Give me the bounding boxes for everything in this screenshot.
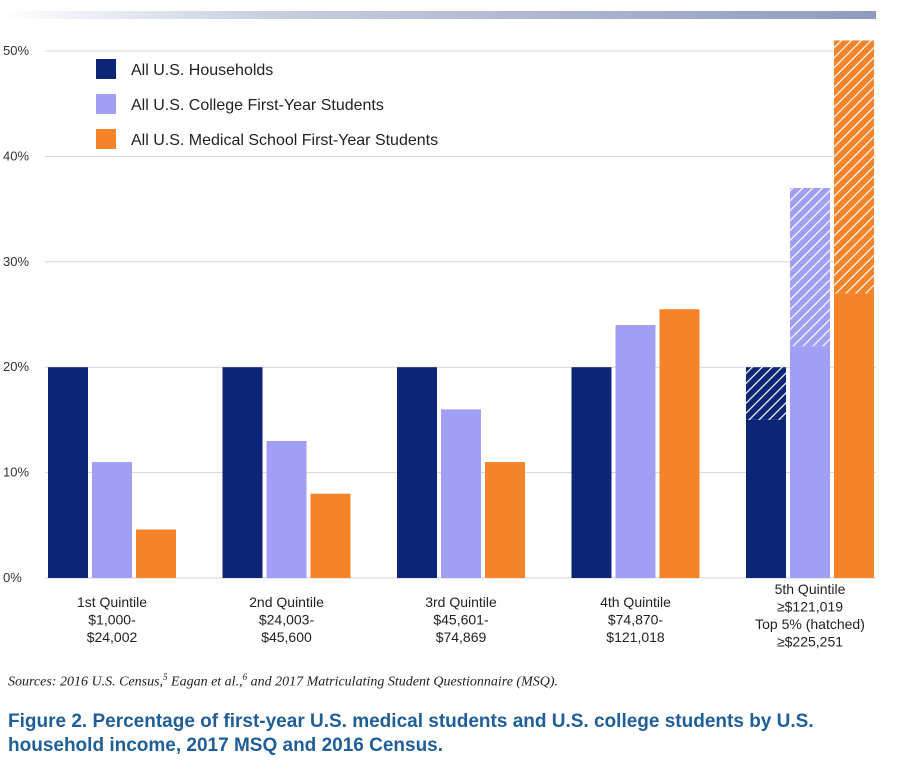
bar-college-q2 bbox=[266, 440, 307, 578]
y-tick-label: 50% bbox=[3, 43, 29, 58]
bar-medical-top5-hatched bbox=[834, 40, 874, 294]
bar-households-q4 bbox=[571, 367, 612, 578]
figure-caption: Figure 2. Percentage of first-year U.S. … bbox=[8, 711, 814, 756]
sources-text-1: Sources: 2016 U.S. Census, bbox=[8, 674, 164, 690]
bar-college-q4 bbox=[615, 325, 656, 578]
sources-footnote-6: 6 bbox=[242, 672, 248, 682]
bar-medical-q4 bbox=[659, 309, 700, 578]
category-label-q5: 5th Quintile ≥$121,019 Top 5% (hatched) ≥$2… bbox=[755, 581, 865, 650]
bar-medical-q5 bbox=[834, 293, 874, 578]
bar-medical-q2 bbox=[310, 493, 351, 578]
bar-households-q1 bbox=[48, 367, 88, 578]
category-label-q4: 4th Quintile $74,870-$121,018 bbox=[600, 594, 671, 645]
legend-swatch-households bbox=[96, 59, 116, 79]
bar-college-q1 bbox=[92, 462, 132, 578]
legend-swatch-college bbox=[96, 94, 116, 114]
bar-households-q5 bbox=[746, 419, 786, 578]
y-tick-label: 20% bbox=[3, 359, 29, 374]
bar-medical-q3 bbox=[485, 462, 525, 578]
sources-text-2: Eagan et al., bbox=[167, 674, 243, 690]
y-tick-label: 40% bbox=[3, 148, 29, 163]
sources-footnote-5: 5 bbox=[163, 672, 168, 682]
category-label-q2: 2nd Quintile $24,003-$45,600 bbox=[249, 594, 324, 645]
bar-households-top5-hatched bbox=[746, 367, 786, 420]
sources-note: Sources: 2016 U.S. Census,5 Eagan et al.… bbox=[8, 672, 558, 691]
bar-households-q3 bbox=[397, 367, 437, 578]
y-tick-label: 30% bbox=[3, 254, 29, 269]
bar-households-q2 bbox=[222, 367, 263, 578]
legend-label-households: All U.S. Households bbox=[131, 62, 273, 79]
bar-college-top5-hatched bbox=[790, 188, 830, 347]
sources-text-3: and 2017 Matriculating Student Questionn… bbox=[247, 674, 559, 690]
category-label-q1: 1st Quintile $1,000-$24,002 bbox=[77, 594, 147, 645]
y-tick-label: 0% bbox=[3, 570, 22, 585]
y-tick-label: 10% bbox=[3, 465, 29, 480]
bar-medical-q1 bbox=[136, 529, 176, 578]
legend-label-college: All U.S. College First-Year Students bbox=[131, 97, 384, 114]
bar-college-q5 bbox=[790, 346, 830, 578]
header-gradient-bar bbox=[0, 11, 876, 19]
legend-swatch-medical bbox=[96, 129, 116, 149]
category-label-q3: 3rd Quintile $45,601-$74,869 bbox=[425, 594, 497, 645]
income-bar-chart: 0% 10% 20% 30% 40% 50% 1st Quintile $1,000-$24,… bbox=[3, 40, 876, 650]
legend-label-medical: All U.S. Medical School First-Year Stude… bbox=[131, 132, 438, 149]
bar-college-q3 bbox=[441, 409, 481, 578]
